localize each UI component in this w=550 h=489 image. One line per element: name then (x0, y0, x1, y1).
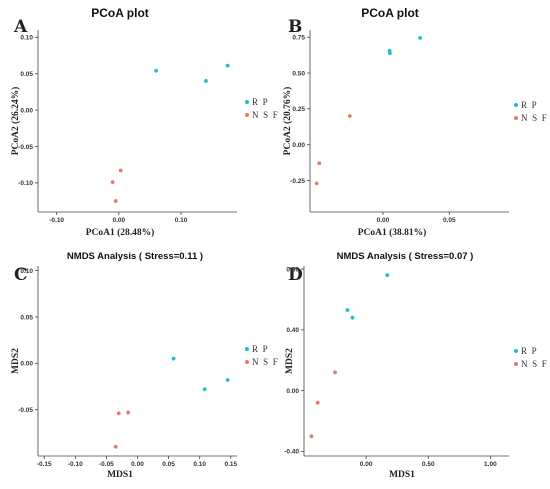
legend-label: N S F (252, 110, 279, 120)
y-axis-label: MDS2 (11, 348, 21, 374)
legend-marker (514, 116, 518, 120)
legend-marker (245, 360, 249, 364)
y-tick-label: 0.05 (20, 314, 33, 321)
data-point-nsf (118, 168, 123, 173)
y-tick-label: 0.80 (286, 266, 299, 273)
data-point-rp (171, 356, 176, 361)
x-axis-label: MDS1 (389, 470, 415, 480)
panel-letter: C (14, 265, 28, 285)
x-tick-label: -0.10 (49, 217, 64, 224)
y-tick-label: -0.05 (18, 407, 33, 414)
legend-marker (245, 113, 249, 117)
legend-marker (245, 100, 249, 104)
x-tick-label: 0.10 (175, 217, 188, 224)
x-tick-label: 0.10 (193, 461, 206, 468)
panel-letter: B (288, 17, 302, 37)
data-point-rp (202, 387, 207, 392)
data-point-rp (345, 308, 350, 312)
legend-marker (514, 362, 518, 366)
panel-letter: A (13, 17, 28, 37)
panel-c: C NMDS Analysis ( Stress=0.11 ) -0.15 -0.10… (11, 251, 279, 480)
data-point-rp (225, 63, 230, 68)
data-point-rp (204, 79, 208, 83)
panel-a: A PCoA plot -0.10 0.00 0.10 -0.10 -0.05 0.00 0.0… (10, 6, 279, 238)
data-point-nsf (113, 444, 118, 449)
legend-label: R P (521, 100, 538, 110)
x-axis-label: PCoA1 (28.48%) (86, 227, 155, 238)
y-tick-label: 0.00 (20, 107, 33, 114)
data-point-rp (154, 68, 159, 73)
panel-letter: D (288, 265, 303, 285)
legend-marker (514, 349, 518, 353)
data-point-nsf (347, 114, 352, 118)
legend-label: R P (521, 346, 538, 356)
data-point-rp (418, 35, 423, 40)
legend-label: N S F (521, 113, 548, 123)
x-tick-label: 0.05 (162, 461, 175, 468)
x-tick-label: 0.05 (443, 217, 456, 224)
x-tick-label: -0.10 (68, 461, 83, 468)
data-point-rp (350, 315, 355, 320)
legend-marker (514, 103, 518, 107)
x-tick-label: 0.15 (224, 461, 237, 468)
legend-marker (245, 347, 249, 351)
data-point-nsf (309, 434, 314, 439)
data-point-rp (225, 378, 230, 382)
x-tick-label: 0.00 (113, 217, 126, 224)
chart-title: NMDS Analysis ( Stress=0.07 ) (337, 251, 474, 262)
x-tick-label: -0.15 (37, 461, 52, 468)
data-point-nsf (113, 199, 118, 203)
y-tick-label: -0.25 (290, 178, 305, 185)
data-point-nsf (110, 180, 115, 185)
legend-label: R P (252, 97, 269, 107)
x-tick-label: 0.00 (131, 461, 144, 468)
data-point-rp (387, 51, 392, 56)
legend-label: N S F (521, 359, 548, 369)
data-point-nsf (126, 410, 131, 415)
data-point-nsf (333, 370, 337, 375)
data-point-nsf (116, 411, 121, 416)
chart-title: PCoA plot (91, 6, 149, 20)
y-tick-label: 0.10 (20, 268, 33, 275)
x-tick-label: 0.50 (422, 461, 435, 468)
legend-label: R P (252, 344, 269, 354)
x-axis-label: MDS1 (107, 470, 133, 480)
data-point-rp (385, 273, 390, 278)
data-point-nsf (314, 181, 319, 186)
x-tick-label: 0.00 (360, 461, 373, 468)
y-tick-label: 0.00 (292, 142, 305, 149)
x-tick-label: 0.00 (377, 217, 390, 224)
data-point-nsf (317, 161, 322, 166)
y-tick-label: 0.00 (286, 388, 299, 395)
y-tick-label: 0.75 (292, 34, 305, 41)
chart-title: NMDS Analysis ( Stress=0.11 ) (67, 251, 203, 262)
y-axis-label: MDS2 (285, 348, 295, 374)
y-axis-label: PCoA2 (26.24%) (10, 87, 21, 156)
y-tick-label: -0.40 (284, 449, 299, 456)
y-tick-label: 0.25 (292, 106, 305, 113)
y-tick-label: 0.10 (20, 35, 33, 42)
x-axis-label: PCoA1 (38.81%) (358, 227, 427, 238)
legend-label: N S F (252, 357, 279, 367)
y-tick-label: 0.05 (20, 71, 33, 78)
x-tick-label: -0.05 (99, 461, 114, 468)
y-tick-label: -0.10 (18, 180, 33, 187)
data-point-nsf (315, 400, 320, 405)
chart-title: PCoA plot (361, 6, 419, 20)
y-tick-label: 0.40 (286, 327, 299, 334)
panel-b: B PCoA plot 0.00 0.05 -0.25 0.00 0.25 0.50 0.75 P… (282, 6, 548, 238)
y-tick-label: 0.00 (20, 361, 33, 368)
panel-d: D NMDS Analysis ( Stress=0.07 ) 0.00 0.50 1.… (284, 251, 548, 480)
y-tick-label: -0.05 (18, 144, 33, 151)
y-tick-label: 0.50 (292, 70, 305, 77)
x-tick-label: 1.00 (484, 461, 497, 468)
y-axis-label: PCoA2 (20.76%) (282, 87, 293, 156)
